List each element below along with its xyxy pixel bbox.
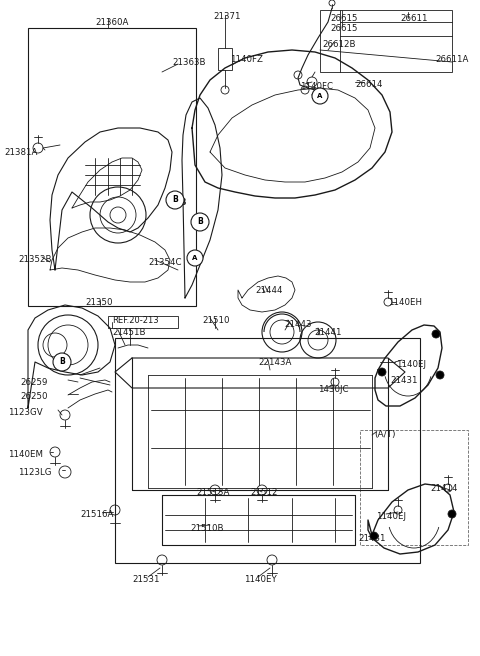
Text: B: B (57, 360, 63, 369)
Text: 1140EJ: 1140EJ (376, 512, 406, 521)
Text: A: A (317, 93, 323, 99)
Text: A: A (192, 255, 198, 261)
Circle shape (166, 191, 184, 209)
Text: B: B (59, 358, 65, 367)
Text: 1123GV: 1123GV (8, 408, 43, 417)
Text: 21431: 21431 (358, 534, 385, 543)
Bar (320, 10, 452, 72)
Text: 26250: 26250 (20, 392, 48, 401)
Circle shape (378, 368, 386, 376)
Text: 21510B: 21510B (190, 524, 224, 533)
Bar (108, 316, 178, 328)
Circle shape (436, 371, 444, 379)
Text: 21360A: 21360A (95, 18, 128, 27)
Text: 1140EJ: 1140EJ (396, 360, 426, 369)
Text: 21352B: 21352B (18, 255, 51, 264)
Text: (A/T): (A/T) (374, 430, 396, 439)
Text: 21513A: 21513A (196, 488, 229, 497)
Text: A: A (317, 96, 324, 105)
Text: B: B (172, 195, 178, 205)
Circle shape (53, 353, 71, 371)
Bar (115, 338, 420, 563)
Text: 1140EH: 1140EH (388, 298, 422, 307)
Text: B: B (180, 198, 186, 207)
Text: 26259: 26259 (20, 378, 48, 387)
Text: 21381A: 21381A (4, 148, 37, 157)
Text: A: A (192, 255, 198, 264)
Circle shape (312, 88, 328, 104)
Bar (218, 48, 232, 70)
Circle shape (370, 532, 378, 540)
Text: 21414: 21414 (430, 484, 457, 493)
Text: 1140EM: 1140EM (8, 450, 43, 459)
Text: 21516A: 21516A (80, 510, 113, 519)
Text: 21451B: 21451B (112, 328, 145, 337)
Text: 1123LG: 1123LG (18, 468, 51, 477)
Text: 26615: 26615 (330, 24, 358, 33)
Circle shape (448, 510, 456, 518)
Text: REF.20-213: REF.20-213 (112, 316, 158, 325)
Text: 26612B: 26612B (322, 40, 356, 49)
Text: 1430JC: 1430JC (318, 385, 348, 394)
Text: 21431: 21431 (390, 376, 418, 385)
Text: 21363B: 21363B (172, 58, 205, 67)
Text: 21441: 21441 (314, 328, 341, 337)
Text: 1140FC: 1140FC (300, 82, 333, 91)
Bar (360, 430, 468, 545)
Circle shape (432, 330, 440, 338)
Text: 1140FZ: 1140FZ (230, 55, 263, 64)
Text: 21443: 21443 (284, 320, 312, 329)
Text: 26614: 26614 (355, 80, 383, 89)
Text: 22143A: 22143A (258, 358, 291, 367)
Text: 21510: 21510 (202, 316, 229, 325)
Bar (28, 28, 196, 306)
Text: B: B (197, 218, 203, 226)
Text: 21350: 21350 (85, 298, 112, 307)
Circle shape (191, 213, 209, 231)
Text: 21512: 21512 (250, 488, 277, 497)
Text: 21371: 21371 (213, 12, 240, 21)
Text: 1140EY: 1140EY (244, 575, 277, 584)
Text: 21444: 21444 (255, 286, 283, 295)
Text: 26611A: 26611A (435, 55, 468, 64)
Text: 21531: 21531 (132, 575, 159, 584)
Text: 21354C: 21354C (148, 258, 181, 267)
Text: 26611: 26611 (400, 14, 428, 23)
Circle shape (187, 250, 203, 266)
Text: 26615: 26615 (330, 14, 358, 23)
